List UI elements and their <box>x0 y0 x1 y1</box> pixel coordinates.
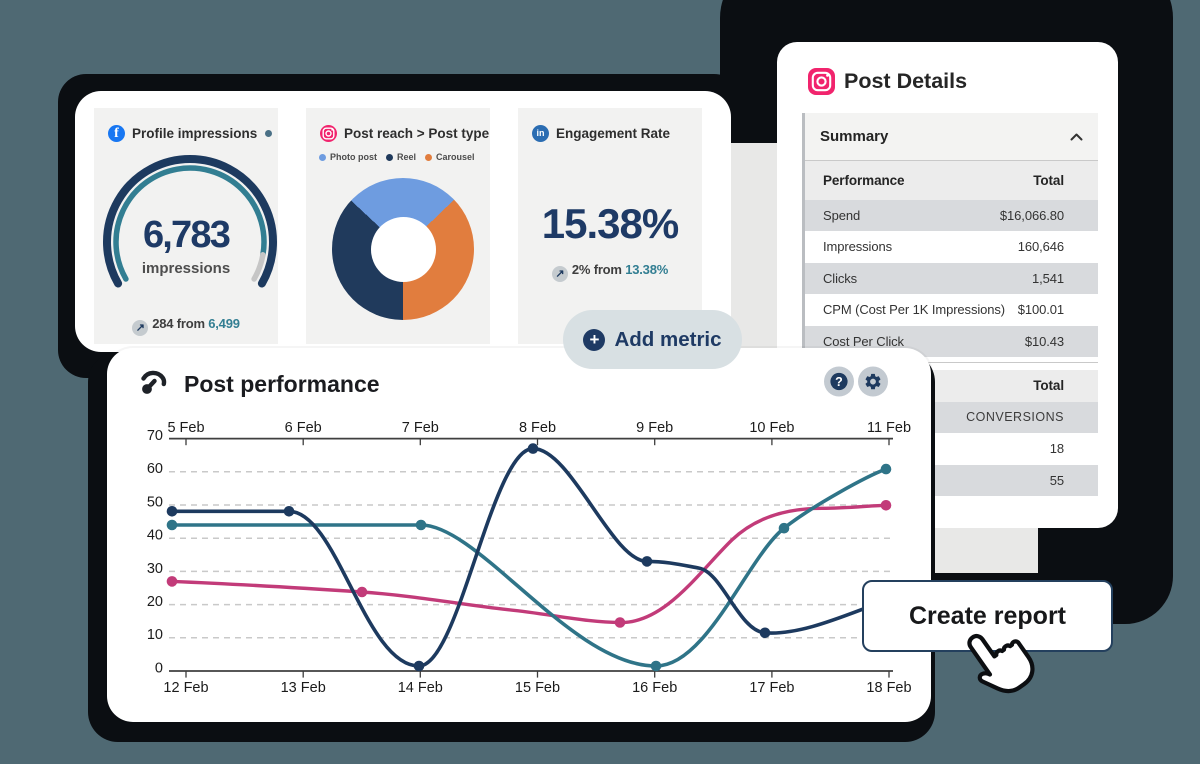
svg-text:6 Feb: 6 Feb <box>285 420 322 436</box>
svg-text:9 Feb: 9 Feb <box>636 420 673 436</box>
svg-text:8 Feb: 8 Feb <box>519 420 556 436</box>
svg-text:40: 40 <box>147 528 163 544</box>
svg-text:50: 50 <box>147 494 163 510</box>
svg-text:12 Feb: 12 Feb <box>163 680 208 696</box>
svg-text:60: 60 <box>147 461 163 477</box>
svg-text:18 Feb: 18 Feb <box>866 680 911 696</box>
svg-text:15 Feb: 15 Feb <box>515 680 560 696</box>
svg-text:17 Feb: 17 Feb <box>749 680 794 696</box>
svg-text:0: 0 <box>155 660 163 676</box>
svg-text:13 Feb: 13 Feb <box>281 680 326 696</box>
svg-text:16 Feb: 16 Feb <box>632 680 677 696</box>
svg-text:10 Feb: 10 Feb <box>749 420 794 436</box>
svg-text:30: 30 <box>147 561 163 577</box>
svg-text:11 Feb: 11 Feb <box>867 420 911 436</box>
svg-text:10: 10 <box>147 627 163 643</box>
svg-text:70: 70 <box>147 428 163 444</box>
svg-text:20: 20 <box>147 594 163 610</box>
svg-text:?: ? <box>835 375 843 389</box>
svg-text:Post performance: Post performance <box>184 371 380 397</box>
svg-text:5 Feb: 5 Feb <box>167 420 204 436</box>
svg-text:7 Feb: 7 Feb <box>402 420 439 436</box>
svg-text:14 Feb: 14 Feb <box>398 680 443 696</box>
